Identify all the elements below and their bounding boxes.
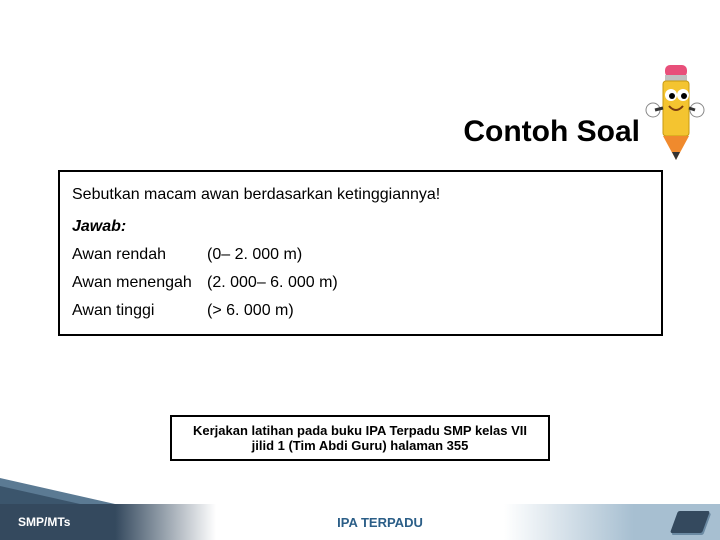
slide-title: Contoh Soal <box>0 115 640 149</box>
footer-decor-icon <box>0 486 80 504</box>
answer-label-text: Awan menengah <box>72 274 207 292</box>
exercise-note: Kerjakan latihan pada buku IPA Terpadu S… <box>170 415 550 461</box>
answer-list: Awan rendah (0– 2. 000 m) Awan menengah … <box>72 246 649 320</box>
answer-row: Awan menengah (2. 000– 6. 000 m) <box>72 274 649 292</box>
footer-right <box>640 511 720 533</box>
answer-label-text: Awan rendah <box>72 246 207 264</box>
answer-row: Awan tinggi (> 6. 000 m) <box>72 302 649 320</box>
answer-label: Jawab: <box>72 218 649 236</box>
note-line-1: Kerjakan latihan pada buku IPA Terpadu S… <box>182 423 538 438</box>
answer-range-text: (> 6. 000 m) <box>207 302 294 320</box>
question-box: Sebutkan macam awan berdasarkan ketinggi… <box>58 170 663 336</box>
answer-label-text: Awan tinggi <box>72 302 207 320</box>
book-icon <box>670 511 710 533</box>
footer-center-label: IPA TERPADU <box>120 515 640 530</box>
question-text: Sebutkan macam awan berdasarkan ketinggi… <box>72 186 649 204</box>
answer-range-text: (0– 2. 000 m) <box>207 246 302 264</box>
answer-row: Awan rendah (0– 2. 000 m) <box>72 246 649 264</box>
note-line-2: jilid 1 (Tim Abdi Guru) halaman 355 <box>182 438 538 453</box>
footer-left-label: SMP/MTs <box>0 515 120 529</box>
footer-bar: SMP/MTs IPA TERPADU <box>0 504 720 540</box>
answer-range-text: (2. 000– 6. 000 m) <box>207 274 338 292</box>
pencil-character-icon <box>635 60 705 170</box>
